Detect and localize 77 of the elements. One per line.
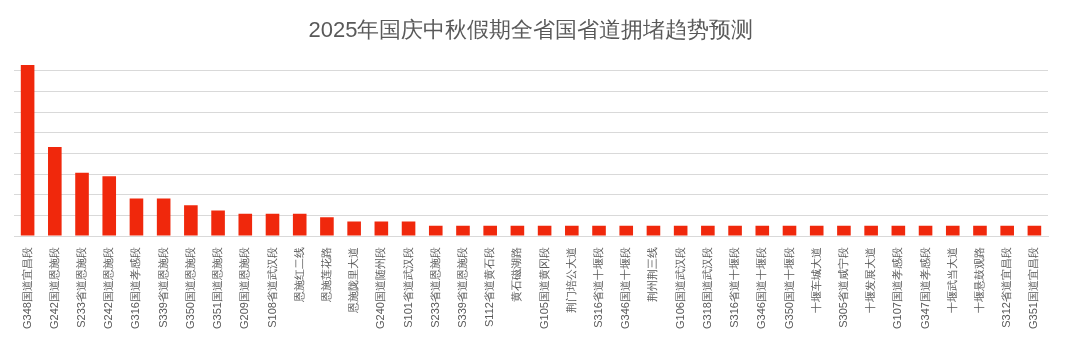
x-tick-label: G348国道宜昌段 [20,247,33,330]
chart-title: 2025年国庆中秋假期全省国省道拥堵趋势预测 [308,17,754,43]
bar [782,225,797,236]
bar [184,205,198,236]
bar [755,225,770,236]
bar [347,221,361,236]
bar [292,213,307,236]
x-tick-label: G106国道武汉段 [673,247,686,330]
bar [428,225,443,236]
bar [864,225,878,236]
bar [537,225,552,236]
x-tick-label: G350国道恩施段 [183,247,196,330]
bar [646,225,661,236]
x-tick-label: 十堰武当大道 [945,247,958,314]
x-tick-label: 恩施莲花路 [319,247,332,304]
bar [510,225,525,236]
bar [728,225,742,236]
bar [456,225,470,236]
x-tick-label: G209国道恩施段 [238,247,251,330]
bar [1027,225,1042,236]
x-tick-label: 荆州荆三线 [646,247,659,303]
x-tick-label: 十堰车城大道 [809,247,822,314]
bar [673,225,688,236]
x-tick-label: G350国道十堰段 [782,247,795,330]
x-tick-label: S101省道武汉段 [401,247,414,328]
bar [374,221,389,236]
bar [156,198,171,236]
bar [211,210,225,236]
x-tick-label: G346国道十堰段 [619,247,632,330]
x-tick-label: G242国道恩施段 [102,247,115,330]
x-tick-label: S339省道恩施段 [156,247,169,328]
bar [401,221,416,236]
bar [619,225,634,236]
bar [945,225,960,236]
bar [918,225,933,236]
bar [75,172,89,236]
x-tick-label: 十堰发展大道 [864,247,877,314]
x-tick-label: G105国道黄冈段 [537,247,550,330]
bar [809,225,824,236]
bar [592,225,606,236]
bar [701,225,715,236]
bar [238,213,253,236]
x-tick-label: S112省道黄石段 [483,247,496,327]
bar [20,64,35,236]
bar [320,217,334,236]
bar [973,225,987,236]
x-tick-label: S316省道十堰段 [592,247,605,328]
x-tick-label: 恩施陇里大道 [347,247,360,315]
bar [483,225,497,236]
x-tick-label: G351国道宜昌段 [1027,247,1040,330]
bar [129,198,144,236]
x-tick-label: G242国道恩施段 [47,247,60,330]
bar [265,213,280,236]
x-tick-label: G318国道武汉段 [700,247,713,330]
x-tick-label: G240国道随州段 [374,247,387,330]
x-tick-label: S305省道咸宁段 [836,247,849,328]
bar [48,147,62,236]
x-tick-label: 恩施红二线 [292,247,305,304]
bar [102,176,117,236]
x-tick-label: S339省道恩施段 [456,247,468,328]
x-tick-label: S233省道恩施段 [428,247,441,328]
bar [891,225,906,236]
x-tick-label: S108省道武汉段 [265,247,278,328]
x-tick-label: 荆门培公大道 [564,247,577,314]
x-tick-label: 黄石磁湖路 [510,247,523,303]
x-tick-label: S312省道宜昌段 [1000,247,1013,328]
x-tick-label: S233省道恩施段 [75,247,88,328]
x-tick-label: G346国道十堰段 [755,247,768,330]
bar [1000,225,1014,236]
bar [565,225,579,236]
x-tick-label: G347国道孝感段 [918,247,931,330]
x-tick-label: G351国道恩施段 [211,247,224,330]
x-tick-label: 十堰悬鼓观路 [973,247,985,314]
x-tick-label: G316国道孝感段 [129,247,142,330]
x-tick-label: S316省道十堰段 [728,247,741,328]
x-tick-label: G107国道孝感段 [891,247,904,330]
bar [837,225,851,236]
